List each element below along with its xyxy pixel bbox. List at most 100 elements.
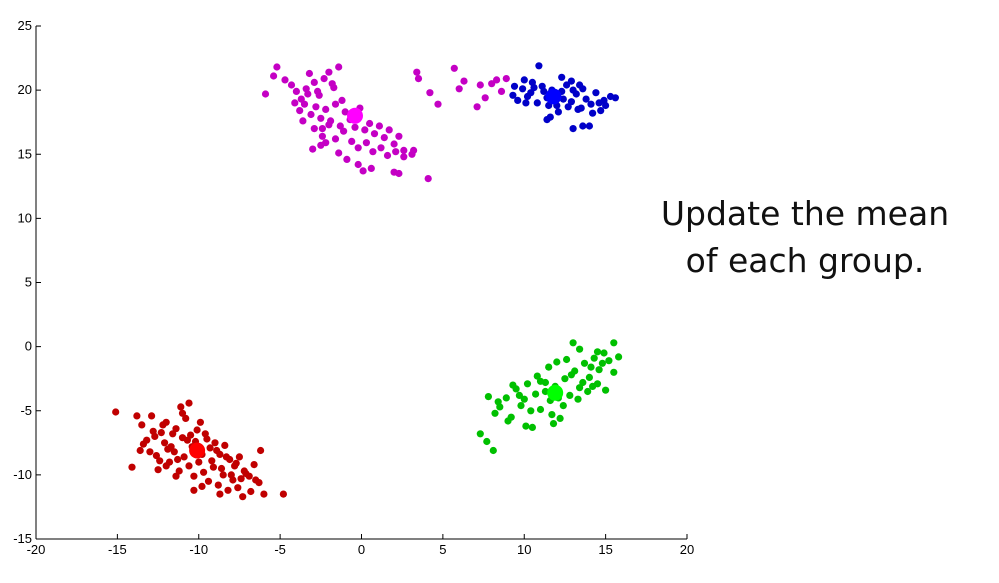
data-point-group-3 (576, 345, 584, 353)
data-point-group-1 (385, 126, 393, 134)
data-point-group-4 (234, 484, 242, 492)
data-point-group-1 (300, 100, 309, 108)
data-point-group-4 (235, 453, 243, 461)
data-point-group-3 (484, 393, 492, 401)
data-point-group-2 (567, 77, 576, 85)
data-point-group-1 (400, 146, 408, 154)
data-point-group-3 (489, 446, 497, 455)
data-point-group-1 (287, 81, 296, 89)
data-point-group-1 (488, 80, 496, 88)
data-point-group-4 (219, 471, 227, 479)
data-point-group-1 (369, 148, 377, 156)
group-mean-2 (545, 88, 562, 105)
data-point-group-3 (536, 405, 545, 414)
data-point-group-2 (579, 122, 587, 130)
data-point-group-3 (593, 348, 602, 356)
data-point-group-1 (296, 107, 304, 115)
x-tick-label: 15 (598, 542, 612, 557)
data-point-group-3 (549, 420, 558, 428)
data-point-group-4 (190, 472, 198, 480)
data-point-group-3 (545, 363, 553, 371)
data-point-group-1 (375, 122, 383, 130)
data-point-group-3 (602, 386, 610, 394)
data-point-group-1 (395, 132, 403, 140)
data-point-group-1 (310, 125, 318, 133)
caption-line-2: of each group. (685, 241, 925, 280)
data-point-group-2 (546, 113, 554, 121)
data-point-group-1 (340, 127, 348, 135)
data-point-group-1 (322, 105, 330, 113)
data-point-group-1 (309, 145, 317, 153)
data-point-group-3 (584, 387, 592, 396)
data-point-group-3 (563, 355, 571, 364)
data-point-group-2 (589, 109, 597, 117)
data-point-group-1 (354, 160, 362, 169)
data-point-group-4 (190, 486, 198, 494)
data-point-group-2 (522, 99, 530, 107)
data-point-group-4 (203, 435, 211, 443)
data-point-group-1 (413, 68, 421, 76)
data-point-group-3 (520, 395, 528, 403)
data-point-group-1 (318, 125, 326, 133)
x-tick-label: -5 (274, 542, 286, 557)
data-point-group-3 (509, 381, 517, 389)
data-point-group-2 (509, 91, 517, 99)
data-point-group-3 (579, 378, 587, 387)
data-point-group-4 (252, 476, 260, 484)
data-point-group-4 (232, 459, 240, 467)
data-point-group-4 (156, 457, 164, 465)
data-point-group-3 (576, 384, 584, 392)
group-means (189, 88, 564, 459)
data-point-group-4 (185, 462, 193, 470)
data-point-group-1 (362, 139, 370, 147)
data-point-group-4 (213, 446, 221, 455)
data-point-group-1 (270, 72, 278, 80)
data-point-group-2 (597, 107, 605, 115)
data-point-group-1 (338, 96, 346, 104)
data-point-group-1 (400, 153, 408, 161)
data-point-group-1 (366, 119, 374, 128)
data-point-group-4 (133, 412, 141, 420)
data-point-group-4 (178, 409, 187, 417)
data-point-group-4 (152, 452, 160, 460)
data-point-group-4 (198, 482, 206, 490)
data-point-group-2 (569, 86, 577, 94)
data-point-group-4 (172, 472, 180, 480)
data-point-group-4 (216, 490, 224, 498)
data-point-group-3 (556, 414, 564, 422)
data-point-group-2 (510, 82, 519, 90)
data-point-group-4 (257, 446, 265, 455)
data-point-group-2 (569, 125, 577, 133)
data-point-group-3 (548, 411, 556, 419)
data-point-group-1 (273, 63, 281, 71)
data-point-group-1 (299, 117, 307, 125)
data-point-group-3 (476, 430, 484, 438)
data-point-group-4 (222, 453, 230, 461)
data-point-group-1 (331, 135, 340, 143)
data-point-group-3 (610, 368, 618, 376)
data-point-group-4 (162, 462, 170, 470)
data-point-group-3 (527, 407, 535, 415)
data-point-group-1 (481, 94, 489, 102)
data-point-group-3 (580, 359, 589, 367)
data-point-group-3 (615, 353, 623, 361)
y-tick-label: 10 (18, 210, 32, 225)
y-tick-label: 5 (25, 275, 32, 290)
data-point-group-4 (177, 403, 185, 411)
data-point-group-3 (590, 354, 598, 362)
data-point-group-1 (473, 103, 481, 111)
data-point-group-4 (200, 468, 208, 476)
data-point-group-3 (585, 373, 594, 381)
data-point-group-4 (193, 426, 201, 434)
data-point-group-4 (250, 461, 258, 469)
data-point-group-1 (292, 87, 300, 95)
data-point-group-1 (281, 76, 289, 84)
y-tick-label: 20 (18, 82, 32, 97)
x-tick-label: -20 (27, 542, 46, 557)
data-point-group-1 (325, 68, 333, 76)
data-point-group-1 (261, 90, 270, 98)
data-point-group-1 (460, 77, 468, 85)
data-point-group-1 (331, 100, 340, 108)
data-point-group-3 (532, 390, 540, 398)
data-point-group-1 (367, 164, 375, 172)
